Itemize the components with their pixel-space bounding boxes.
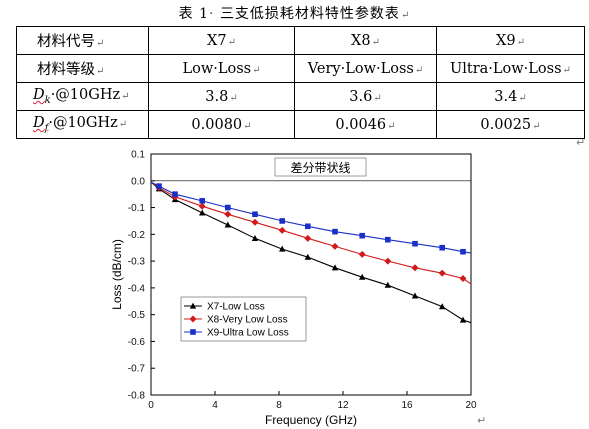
- series-2-point: [224, 210, 232, 218]
- series-3-point: [279, 218, 285, 224]
- series-line-3: [150, 181, 472, 254]
- legend-label-1: X7-Low Loss: [207, 302, 265, 313]
- y-tick-label: 0.0: [131, 176, 145, 187]
- series-3-point: [385, 236, 391, 243]
- cell-x9-df: 0.0025↵: [436, 110, 585, 139]
- caption-label: 表 1: [178, 6, 210, 22]
- series-3-point: [460, 248, 466, 255]
- y-tick-label: -0.7: [128, 364, 146, 375]
- table-caption: 表 1· 三支低损耗材料特性参数表↵: [0, 3, 589, 23]
- series-3-point: [332, 228, 338, 235]
- cell-x8-grade: Very·Low·Loss↵: [294, 54, 437, 83]
- y-tick-label: -0.8: [128, 391, 146, 402]
- y-tick-label: -0.2: [128, 230, 146, 241]
- chart-end-mark-icon: ↵: [477, 414, 487, 427]
- series-1-point: [224, 221, 231, 228]
- caption-title: 三支低损耗材料特性参数表: [219, 6, 400, 22]
- series-1-point: [411, 292, 419, 299]
- series-1-point: [439, 303, 446, 310]
- y-tick-label: 0.1: [131, 150, 145, 161]
- cell-x9-dk: 3.4↵: [436, 82, 585, 111]
- y-tick-label: -0.6: [128, 337, 146, 348]
- series-2-point: [411, 264, 419, 272]
- table-end-mark-icon: ↵: [576, 136, 586, 149]
- chart-title-box: [274, 157, 367, 177]
- cell-x9-grade: Ultra·Low·Loss↵: [436, 54, 585, 83]
- cell-x7-df: 0.0080↵: [148, 110, 295, 139]
- series-1-point: [279, 245, 286, 252]
- series-line-2: [150, 181, 472, 285]
- series-3-point: [412, 240, 418, 247]
- series-3-point: [225, 204, 231, 211]
- row-label-dk: Dk·@10GHz↵: [16, 82, 149, 111]
- series-2-point: [459, 275, 467, 283]
- x-tick-label: 4: [212, 400, 218, 411]
- cell-x7-dk: 3.8↵: [148, 82, 295, 111]
- paragraph-mark-icon: ↵: [400, 10, 411, 21]
- series-1-point: [251, 234, 259, 241]
- series-3-point: [199, 198, 205, 204]
- cell-x8-dk: 3.6↵: [294, 82, 437, 111]
- x-tick-label: 12: [337, 400, 349, 411]
- series-1-point: [359, 273, 366, 280]
- cell-x7-grade: Low·Loss↵: [148, 54, 295, 83]
- series-1-point: [331, 264, 339, 271]
- material-properties-table: 材料代号↵ X7↵ X8↵ X9↵ 材料等级↵ Low·Loss↵ Very·L…: [16, 26, 585, 139]
- series-2-point: [438, 269, 446, 277]
- legend-marker-1: [189, 302, 197, 309]
- series-2-point: [331, 242, 339, 250]
- series-2-point: [278, 226, 286, 234]
- plot-frame: [150, 153, 472, 396]
- series-2-point: [304, 234, 312, 242]
- series-1-point: [384, 281, 391, 288]
- y-tick-label: -0.4: [128, 283, 146, 294]
- table-row-dk: Dk·@10GHz↵ 3.8↵ 3.6↵ 3.4↵: [16, 82, 585, 111]
- y-tick-label: -0.5: [128, 310, 146, 321]
- x-tick-label: 16: [401, 400, 413, 411]
- series-3-point: [172, 191, 178, 197]
- legend-label-2: X8-Very Low Loss: [207, 315, 288, 326]
- cell-x8-df: 0.0046↵: [294, 110, 437, 139]
- series-2-point: [384, 257, 392, 265]
- chart-title: 差分带状线: [290, 161, 350, 175]
- y-axis-title: Loss (dB/cm): [110, 239, 124, 310]
- table-row-grade: 材料等级↵ Low·Loss↵ Very·Low·Loss↵ Ultra·Low…: [16, 54, 585, 83]
- series-2-point: [198, 202, 206, 210]
- x-tick-label: 20: [465, 400, 477, 411]
- row-label-df: Df·@10GHz↵: [16, 110, 149, 139]
- table-row-df: Df·@10GHz↵ 0.0080↵ 0.0046↵ 0.0025↵: [16, 110, 585, 139]
- caption-separator: ·: [209, 6, 215, 22]
- series-3-point: [252, 211, 258, 218]
- legend-marker-3: [190, 329, 196, 335]
- series-3-point: [359, 232, 365, 239]
- series-1-point: [459, 316, 467, 323]
- series-2-point: [358, 250, 366, 258]
- series-3-point: [305, 223, 311, 230]
- x-axis-title: Frequency (GHz): [265, 413, 357, 427]
- series-3-point: [439, 244, 445, 251]
- legend-label-3: X9-Ultra Low Loss: [207, 328, 289, 339]
- x-tick-label: 8: [276, 400, 282, 411]
- series-1-point: [304, 253, 311, 260]
- row-label-code: 材料代号↵: [16, 26, 149, 55]
- series-1-point: [199, 209, 206, 216]
- series-3-point: [156, 183, 162, 189]
- y-tick-label: -0.1: [128, 203, 146, 214]
- legend-marker-2: [189, 315, 197, 323]
- cell-x9-code: X9↵: [436, 26, 585, 55]
- series-2-point: [251, 218, 259, 226]
- y-tick-label: -0.3: [128, 257, 146, 268]
- x-tick-label: 0: [148, 400, 154, 411]
